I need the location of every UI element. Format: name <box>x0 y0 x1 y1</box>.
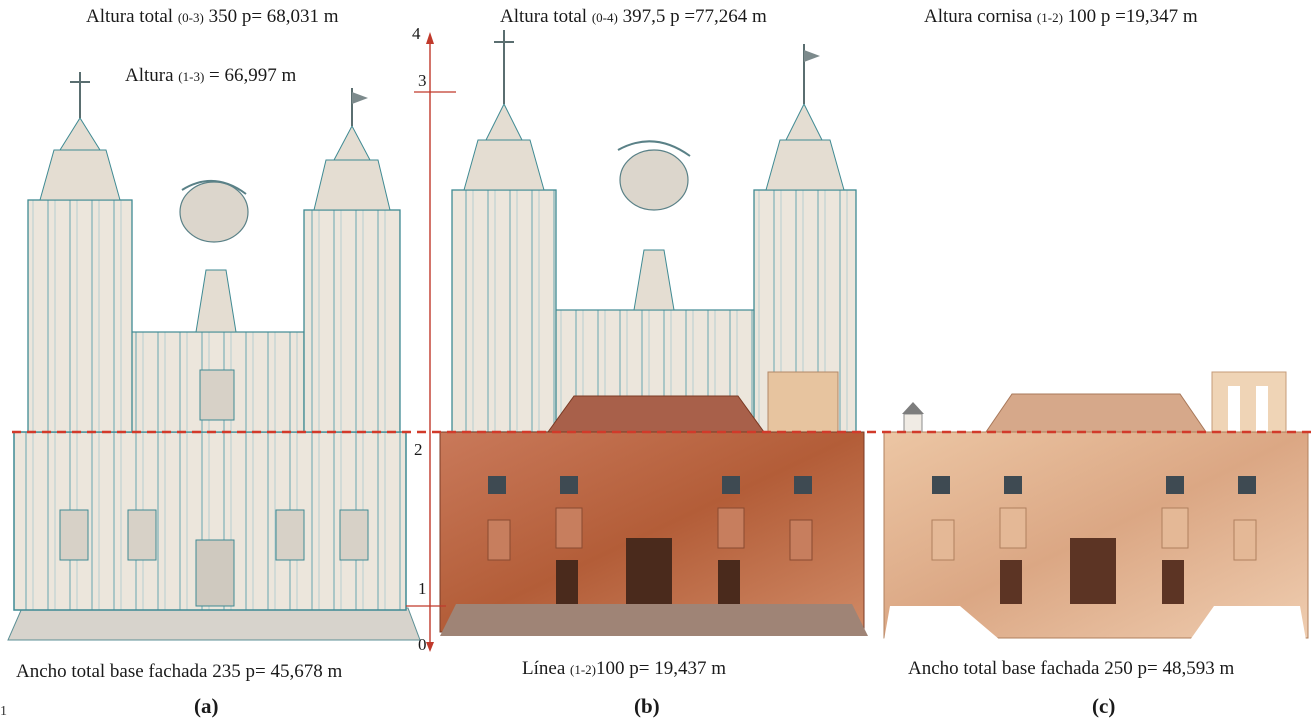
facade-photo-c <box>883 371 1309 640</box>
caption-c-base-width: Ancho total base fachada 250 p= 48,593 m <box>908 658 1235 679</box>
scale-label-2: 2 <box>414 440 423 459</box>
panel-label-c: (c) <box>1092 694 1116 718</box>
facade-overlay-b <box>439 30 868 636</box>
heading-b-total-height: Altura total (0-4) 397,5 p =77,264 m <box>500 6 767 27</box>
heading-a-partial-height: Altura (1-3) = 66,997 m <box>125 65 297 86</box>
panel-label-b: (b) <box>634 694 660 718</box>
scale-arrow-bottom-icon <box>426 642 434 652</box>
heading-c-cornice-height: Altura cornisa (1-2) 100 p =19,347 m <box>924 6 1198 27</box>
scale-label-3: 3 <box>418 71 427 90</box>
panel-label-a: (a) <box>194 694 219 718</box>
caption-a-base-width: Ancho total base fachada 235 p= 45,678 m <box>16 661 343 682</box>
scale-arrow-top-icon <box>426 32 434 44</box>
scale-label-0: 0 <box>418 635 427 654</box>
heading-a-total-height: Altura total (0-3) 350 p= 68,031 m <box>86 6 339 27</box>
facade-drawing-a <box>7 72 421 641</box>
scale-label-4: 4 <box>412 24 421 43</box>
scale-label-1: 1 <box>418 579 427 598</box>
caption-b-line: Línea (1-2)100 p= 19,437 m <box>522 658 727 679</box>
margin-line-number: 1 <box>0 704 7 719</box>
